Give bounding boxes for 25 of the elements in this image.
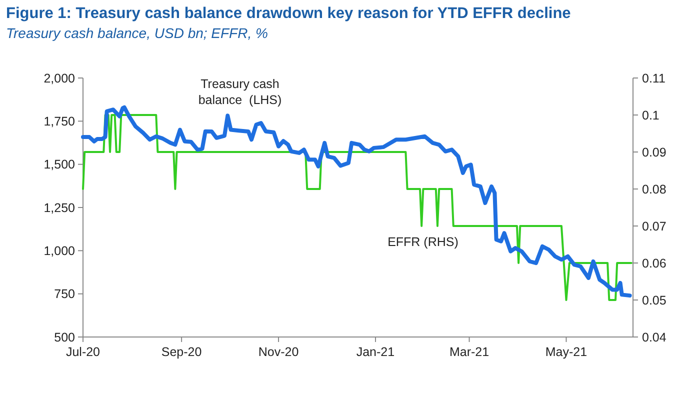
x-tick-label: May-21 [545,345,588,359]
y2-tick-label: 0.08 [642,182,666,196]
y-tick-label: 500 [54,330,76,344]
y-tick-label: 1,500 [44,158,76,172]
y-tick-label: 1,000 [44,244,76,258]
y2-tick-label: 0.05 [642,293,666,308]
y2-tick-label: 0.04 [642,330,666,344]
series-label: EFFR (RHS) [388,235,458,249]
y-tick-label: 750 [54,287,76,302]
text: Treasury cash balance (LHS) [198,77,282,107]
y-tick-label: 2,000 [44,71,76,86]
y2-tick-label: 0.11 [642,71,666,86]
x-tick-label: Sep-20 [161,345,202,359]
chart-subtitle: Treasury cash balance, USD bn; EFFR, % [6,25,268,41]
y-tick-label: 1,750 [44,114,76,129]
y2-tick-label: 0.09 [642,145,666,160]
y-tick-label: 1,250 [44,200,76,215]
y2-tick-label: 0.06 [642,256,666,270]
y2-tick-label: 0.07 [642,219,666,234]
y2-tick-label: 0.1 [642,108,660,122]
x-tick-label: Jan-21 [356,345,395,359]
x-tick-label: Jul-20 [66,345,100,359]
x-tick-label: Nov-20 [258,345,299,359]
chart-title: Figure 1: Treasury cash balance drawdown key reason for YTD EFFR decline [6,5,572,22]
x-tick-label: Mar-21 [449,345,490,359]
